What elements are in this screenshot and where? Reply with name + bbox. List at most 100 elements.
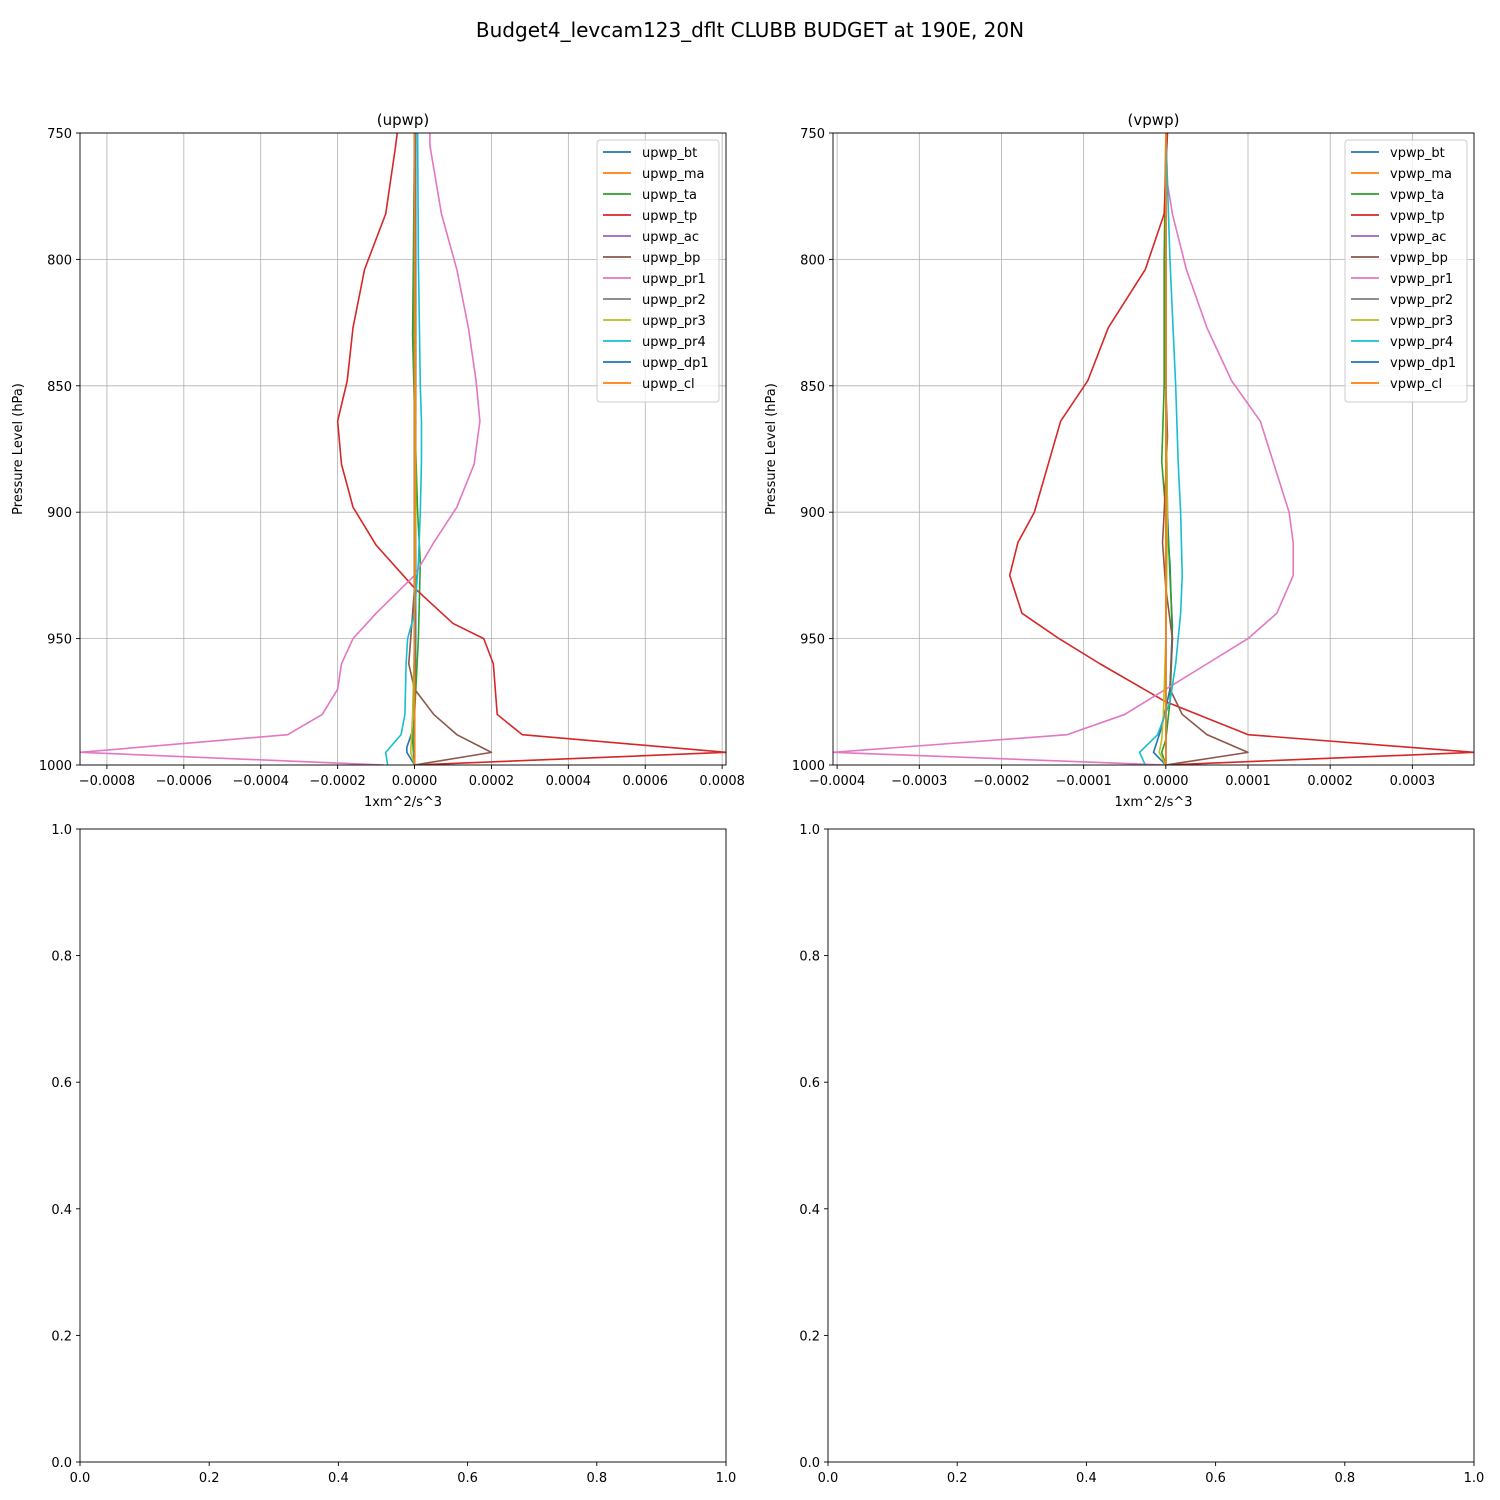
y-tick-label: 0.2	[799, 1329, 820, 1344]
y-tick-label: 0.8	[799, 950, 820, 965]
legend-label-vpwp_ta: vpwp_ta	[1390, 188, 1444, 203]
axes-layer: −0.0008 −0.0006 −0.0004 −0.0002 0.0000 0.0002…	[11, 111, 1484, 1486]
axes-title: (vpwp)	[1128, 111, 1180, 129]
y-tick-label: 1000	[792, 759, 825, 774]
x-tick-label: 0.8	[1334, 1471, 1355, 1486]
legend-label-upwp_bp: upwp_bp	[642, 251, 700, 266]
y-tick-label: 0.0	[799, 1456, 820, 1471]
axes-4: 0.0 0.2 0.4 0.6 0.8 1.0 0.0 0.2 0.4 0.6 0.8 1.0	[799, 823, 1484, 1486]
axes-1: −0.0008 −0.0006 −0.0004 −0.0002 0.0000 0.0002…	[11, 111, 745, 810]
series-line-vpwp_pr4	[1138, 133, 1184, 765]
x-tick-label: 0.0008	[699, 774, 745, 789]
axes-frame	[827, 828, 1475, 1463]
y-tick-label: 0.4	[799, 1203, 820, 1218]
y-tick-label: 800	[47, 253, 72, 268]
legend-label-upwp_ta: upwp_ta	[642, 188, 697, 203]
x-tick-label: −0.0001	[1055, 774, 1111, 789]
legend-label-upwp_ma: upwp_ma	[642, 167, 705, 182]
legend-label-vpwp_cl: vpwp_cl	[1390, 377, 1442, 392]
y-tick-label: 0.0	[51, 1456, 72, 1471]
series-line-vpwp_tp	[1008, 133, 1474, 765]
y-tick-label: 900	[800, 506, 825, 521]
x-tick-label: 0.0000	[1143, 774, 1189, 789]
x-tick-label: −0.0002	[973, 774, 1029, 789]
x-tick-label: −0.0002	[309, 774, 365, 789]
x-tick-label: 0.0001	[1225, 774, 1271, 789]
y-tick-label: 850	[47, 380, 72, 395]
y-tick-label: 1.0	[799, 823, 820, 838]
x-tick-label: 0.4	[1076, 1471, 1097, 1486]
y-tick-label: 950	[800, 633, 825, 648]
legend-label-upwp_pr3: upwp_pr3	[642, 314, 706, 329]
legend: vpwp_bt vpwp_ma vpwp_ta vpwp_tp vpwp_ac vpwp_…	[1344, 139, 1468, 403]
x-tick-label: 0.6	[1205, 1471, 1226, 1486]
axes-2: −0.0004 −0.0003 −0.0002 −0.0001 0.0000 0.0001…	[764, 111, 1475, 810]
legend-box	[596, 139, 720, 403]
x-tick-label: 1.0	[1464, 1471, 1485, 1486]
legend-label-upwp_cl: upwp_cl	[642, 377, 695, 392]
axes-frame	[79, 828, 727, 1463]
y-axis-label: Pressure Level (hPa)	[764, 383, 779, 515]
x-tick-label: 0.0	[70, 1471, 91, 1486]
y-tick-label: 800	[800, 253, 825, 268]
y-tick-label: 0.4	[51, 1203, 72, 1218]
y-axis-label: Pressure Level (hPa)	[11, 383, 26, 515]
legend-label-vpwp_ma: vpwp_ma	[1390, 167, 1452, 182]
axes-title: (upwp)	[377, 111, 430, 129]
legend-label-vpwp_dp1: vpwp_dp1	[1390, 356, 1456, 371]
series-line-vpwp_ta	[1160, 133, 1174, 765]
x-tick-label: 0.0003	[1390, 774, 1436, 789]
y-tick-label: 850	[800, 380, 825, 395]
series-group	[833, 133, 1474, 765]
legend-label-vpwp_bt: vpwp_bt	[1390, 146, 1445, 161]
y-tick-label: 0.6	[799, 1076, 820, 1091]
series-line-upwp_ta	[411, 133, 422, 765]
x-tick-label: 0.2	[947, 1471, 968, 1486]
legend-label-vpwp_ac: vpwp_ac	[1390, 230, 1446, 245]
x-tick-label: 0.8	[586, 1471, 607, 1486]
figure-title: Budget4_levcam123_dflt CLUBB BUDGET at 1…	[476, 18, 1024, 42]
x-tick-label: 1.0	[716, 1471, 737, 1486]
y-tick-label: 0.6	[51, 1076, 72, 1091]
axes-frame	[79, 132, 727, 766]
x-tick-label: 0.0	[818, 1471, 839, 1486]
y-tick-label: 0.8	[51, 950, 72, 965]
x-tick-label: 0.0002	[1307, 774, 1353, 789]
legend-label-vpwp_pr1: vpwp_pr1	[1390, 272, 1453, 287]
legend-label-upwp_pr1: upwp_pr1	[642, 272, 706, 287]
legend-label-vpwp_bp: vpwp_bp	[1390, 251, 1448, 266]
y-tick-label: 950	[47, 633, 72, 648]
y-tick-label: 750	[800, 127, 825, 142]
y-tick-label: 900	[47, 506, 72, 521]
x-tick-label: 0.0002	[469, 774, 515, 789]
x-tick-label: −0.0004	[233, 774, 289, 789]
x-axis-label: 1xm^2/s^3	[364, 795, 442, 810]
x-tick-label: 0.0004	[546, 774, 592, 789]
x-tick-label: −0.0008	[79, 774, 135, 789]
x-tick-label: 0.4	[328, 1471, 349, 1486]
x-tick-label: 0.0000	[392, 774, 438, 789]
series-group	[80, 133, 726, 765]
series-line-upwp_pr4	[384, 133, 423, 765]
legend-label-upwp_bt: upwp_bt	[642, 146, 697, 161]
legend-label-upwp_pr2: upwp_pr2	[642, 293, 706, 308]
y-tick-label: 1.0	[51, 823, 72, 838]
x-tick-label: 0.6	[457, 1471, 478, 1486]
axes-frame	[832, 132, 1475, 766]
series-line-upwp_pr1	[80, 133, 481, 765]
x-axis-label: 1xm^2/s^3	[1114, 795, 1192, 810]
legend-label-upwp_tp: upwp_tp	[642, 209, 697, 224]
x-tick-label: −0.0003	[891, 774, 947, 789]
legend-label-vpwp_pr2: vpwp_pr2	[1390, 293, 1453, 308]
y-tick-label: 750	[47, 127, 72, 142]
y-tick-label: 1000	[39, 759, 72, 774]
x-tick-label: −0.0004	[809, 774, 865, 789]
series-line-upwp_tp	[336, 133, 726, 765]
x-tick-label: 0.2	[199, 1471, 220, 1486]
legend-label-vpwp_tp: vpwp_tp	[1390, 209, 1445, 224]
axes-3: 0.0 0.2 0.4 0.6 0.8 1.0 0.0 0.2 0.4 0.6 0.8 1.0	[51, 823, 736, 1486]
y-tick-label: 0.2	[51, 1329, 72, 1344]
legend-label-upwp_ac: upwp_ac	[642, 230, 699, 245]
